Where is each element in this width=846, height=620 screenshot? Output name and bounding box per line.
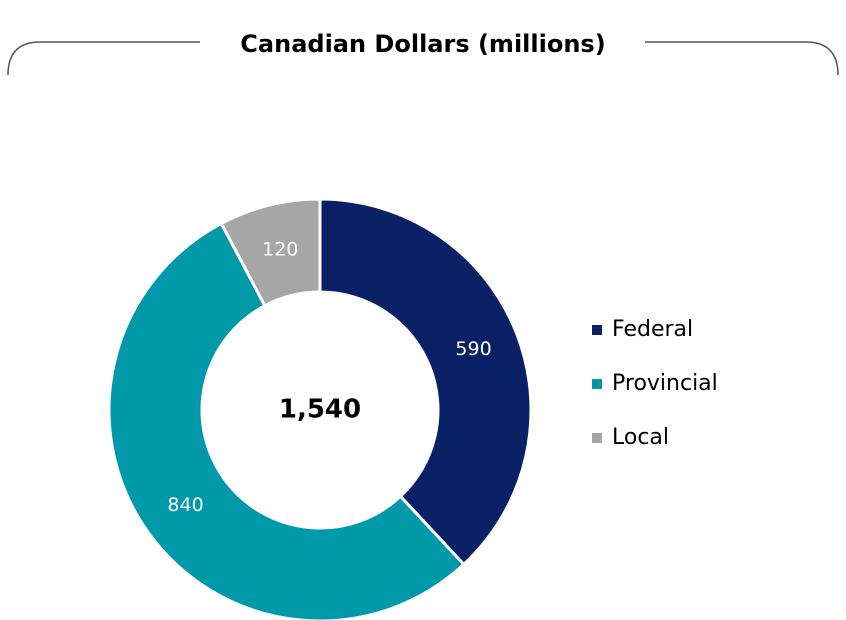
title-frame-right — [645, 41, 839, 76]
legend-label: Local — [612, 425, 669, 450]
value-label: 120 — [262, 238, 298, 260]
legend-swatch — [592, 379, 602, 389]
legend-label: Federal — [612, 317, 693, 342]
legend-swatch — [592, 433, 602, 443]
legend-swatch — [592, 325, 602, 335]
value-label: 590 — [455, 338, 491, 360]
donut-slice — [219, 197, 322, 308]
title-frame-left — [7, 41, 200, 76]
chart-title: Canadian Dollars (millions) — [240, 30, 605, 58]
center-label: 1,540 — [279, 395, 361, 425]
donut-slice — [318, 197, 533, 567]
legend-label: Provincial — [612, 371, 718, 396]
donut-slice — [107, 221, 466, 620]
value-label: 840 — [167, 494, 203, 516]
